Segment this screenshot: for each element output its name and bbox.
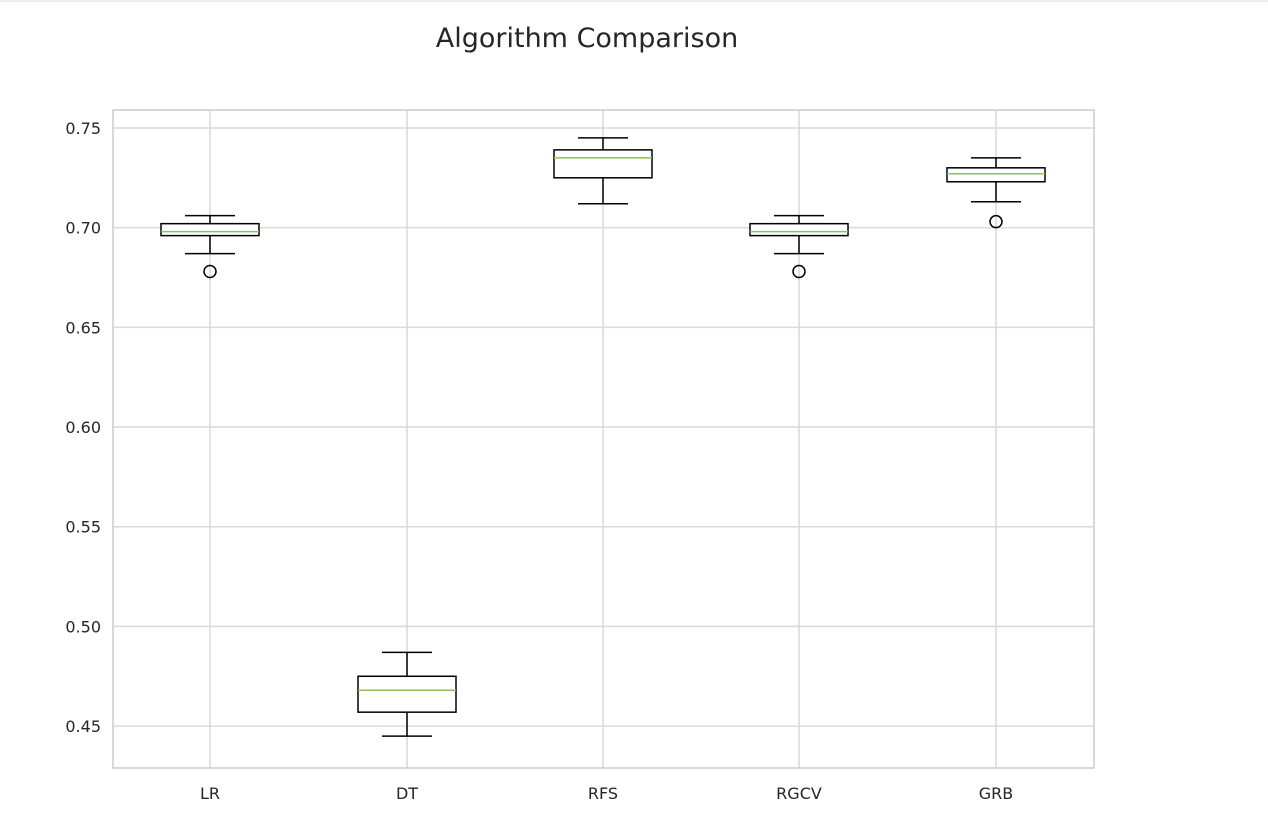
y-axis-ticks: 0.45 0.50 0.55 0.60 0.65 0.70 0.75 (65, 119, 101, 736)
box-iqr (160, 222, 260, 237)
y-tick-label: 0.55 (65, 518, 101, 537)
y-tick-label: 0.50 (65, 617, 101, 636)
y-tick-label: 0.65 (65, 318, 101, 337)
y-tick-label: 0.60 (65, 418, 101, 437)
outlier-point (792, 264, 806, 279)
x-axis-ticks: LR DT RFS RGCV GRB (200, 784, 1013, 803)
x-tick-label: DT (396, 784, 418, 803)
y-tick-label: 0.45 (65, 717, 101, 736)
x-tick-label: RGCV (776, 784, 822, 803)
box-iqr (946, 167, 1046, 183)
box-group (160, 214, 260, 279)
x-tick-label: LR (200, 784, 220, 803)
y-tick-label: 0.70 (65, 219, 101, 238)
boxes-layer (160, 137, 1046, 737)
box-group (946, 157, 1046, 229)
outlier-point (989, 214, 1003, 229)
grid-layer (113, 110, 1094, 768)
outlier-point (203, 264, 217, 279)
box-group (749, 214, 849, 279)
y-tick-label: 0.75 (65, 119, 101, 138)
box-iqr (357, 675, 457, 713)
box-iqr (553, 149, 653, 179)
plot-frame (112, 109, 1095, 769)
chart-title: Algorithm Comparison (436, 23, 738, 54)
box-iqr (749, 222, 849, 237)
x-tick-label: RFS (588, 784, 618, 803)
box-group (553, 137, 653, 205)
box-group (357, 651, 457, 737)
top-rule (0, 0, 1268, 2)
x-tick-label: GRB (979, 784, 1014, 803)
